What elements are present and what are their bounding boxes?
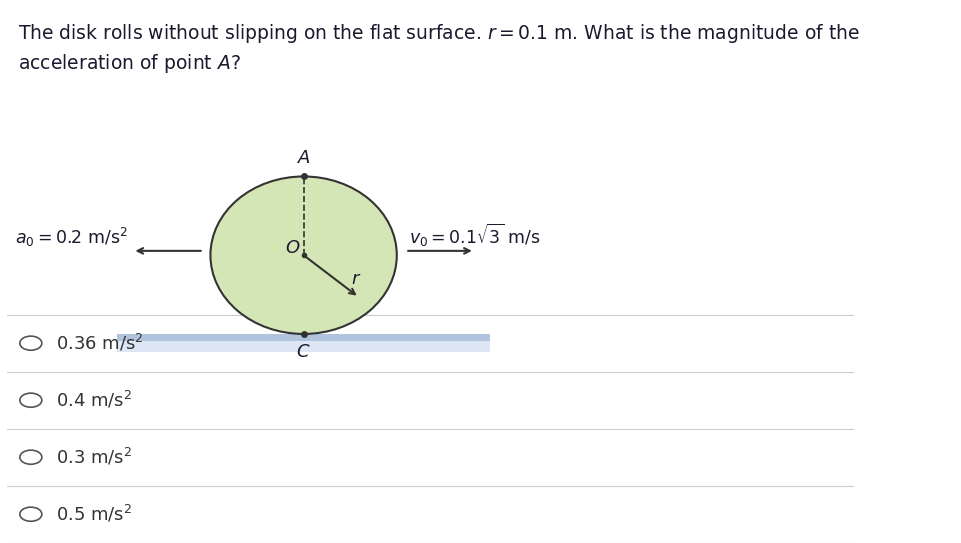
Text: $O$: $O$ (285, 239, 301, 257)
Text: The disk rolls without slipping on the flat surface. $r = 0.1$ m. What is the ma: The disk rolls without slipping on the f… (18, 22, 860, 45)
Text: $a_0 = 0.2$ m/s$^2$: $a_0 = 0.2$ m/s$^2$ (14, 226, 128, 249)
Text: 0.5 m/s$^2$: 0.5 m/s$^2$ (57, 504, 133, 525)
Text: $v_0 = 0.1\sqrt{3}$ m/s: $v_0 = 0.1\sqrt{3}$ m/s (409, 222, 541, 249)
Bar (117, 341, 490, 352)
Text: $C$: $C$ (296, 343, 310, 361)
Text: 0.4 m/s$^2$: 0.4 m/s$^2$ (57, 390, 133, 411)
Text: $A$: $A$ (297, 149, 310, 167)
Text: 0.36 m/s$^2$: 0.36 m/s$^2$ (57, 333, 144, 353)
Ellipse shape (210, 176, 397, 334)
Text: acceleration of point $A$?: acceleration of point $A$? (18, 52, 241, 74)
Bar (117, 334, 490, 341)
Text: $r$: $r$ (351, 270, 361, 288)
Text: 0.3 m/s$^2$: 0.3 m/s$^2$ (57, 447, 133, 468)
